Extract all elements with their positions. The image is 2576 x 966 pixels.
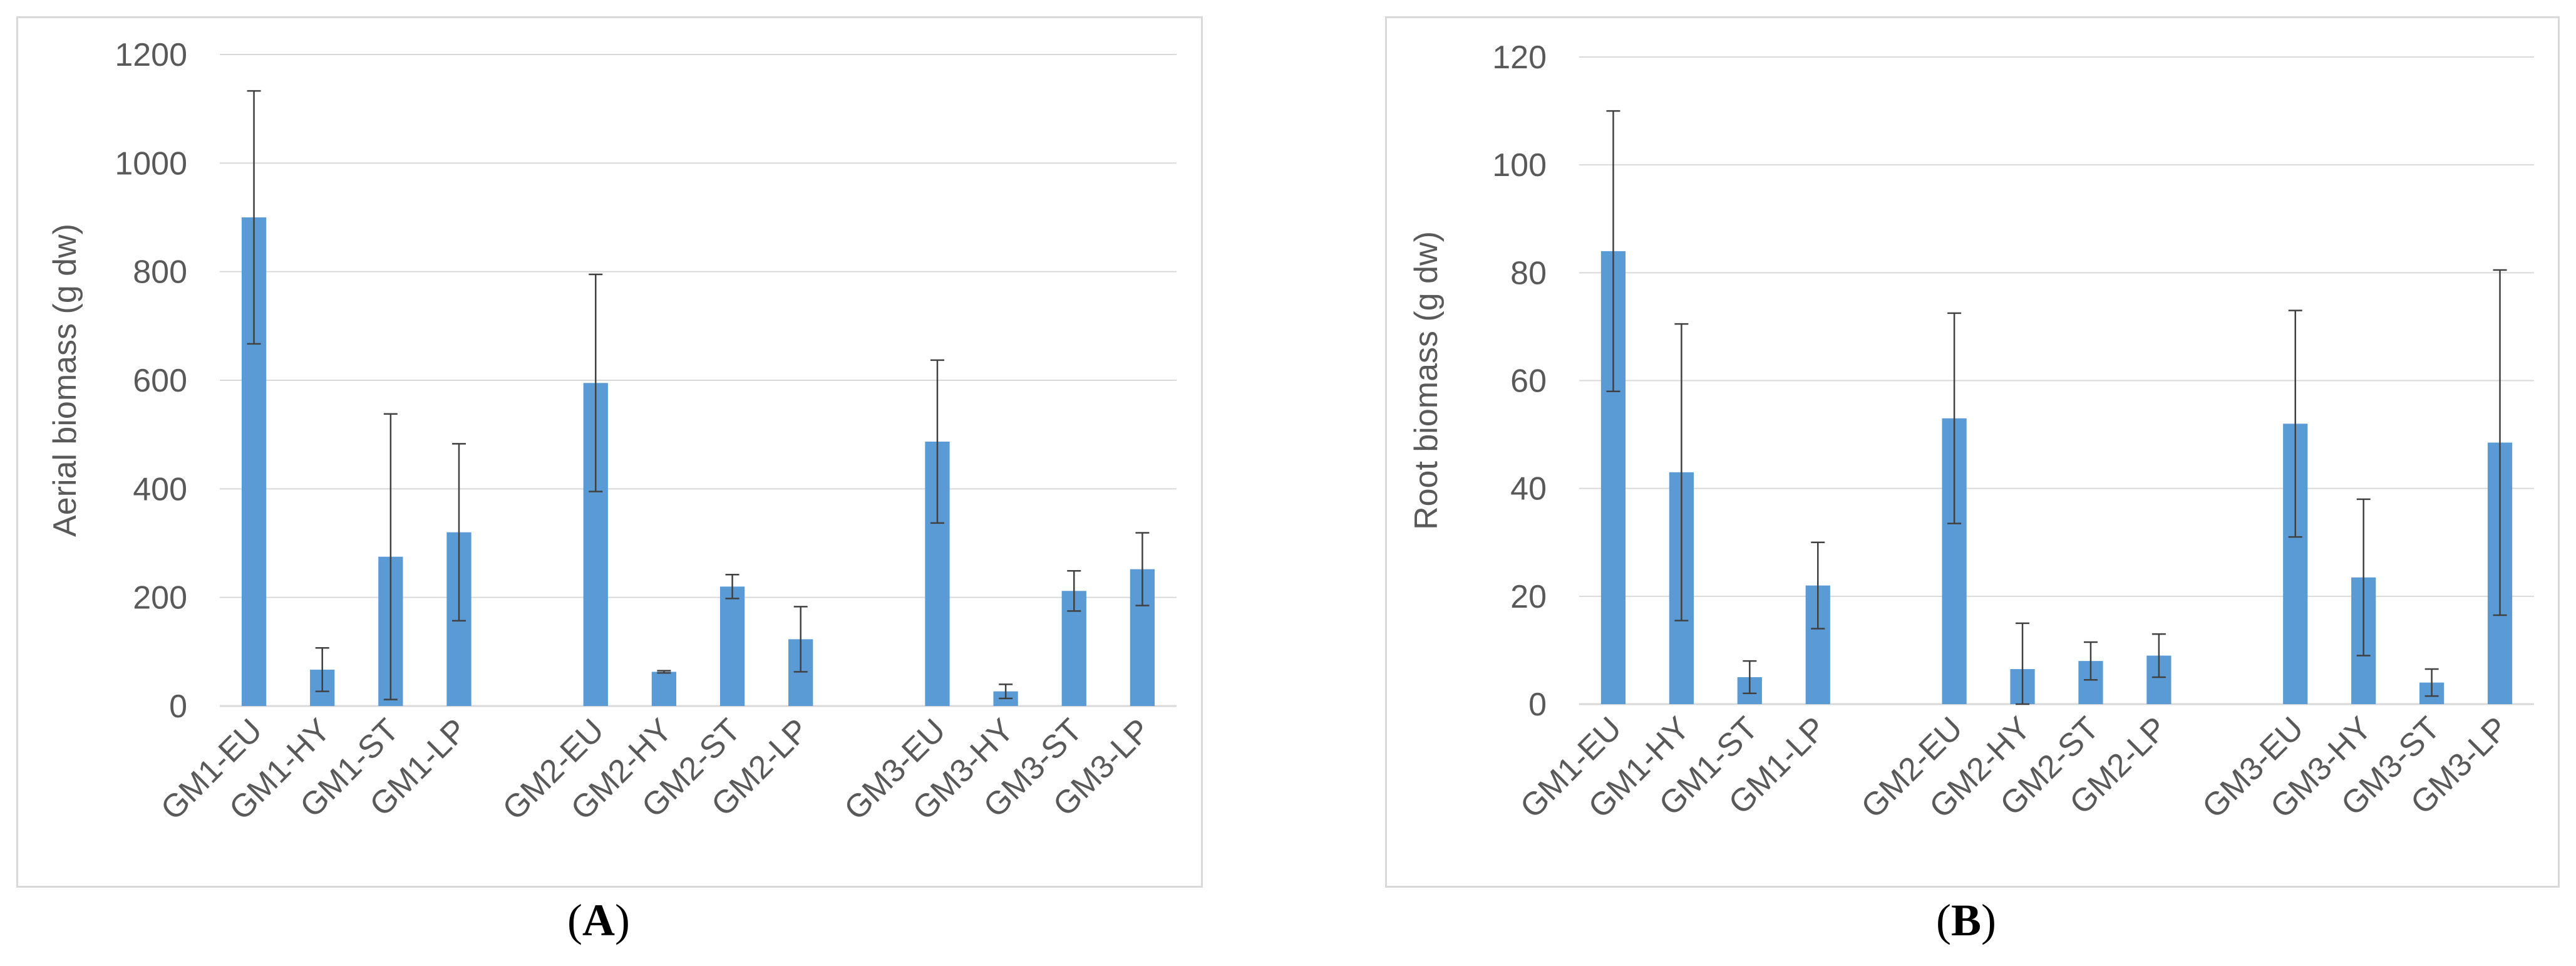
caption-a: (A) <box>567 895 630 947</box>
chart-a-y-tick-label: 800 <box>133 254 187 291</box>
chart-a-y-tick-label: 0 <box>169 688 187 725</box>
chart-b-y-tick-label: 40 <box>1510 471 1547 507</box>
chart-b-y-tick-label: 20 <box>1510 579 1547 615</box>
chart-a-y-tick-label: 400 <box>133 471 187 507</box>
caption-a-label: A <box>582 895 615 945</box>
chart-a-y-tick-label: 1200 <box>115 37 187 73</box>
chart-panel-a: 0 200 400 600 800 1000 1200 Aerial biomass (g d… <box>16 16 1203 888</box>
chart-b-y-axis-title: Root biomass (g dw) <box>1408 231 1445 530</box>
chart-a-y-tick-label: 600 <box>133 363 187 399</box>
chart-b-y-tick-label: 0 <box>1528 687 1547 723</box>
chart-a-y-tick-label: 1000 <box>115 145 187 182</box>
chart-a-bar <box>719 586 745 706</box>
chart-a-svg: 0 200 400 600 800 1000 1200 Aerial biomass (g d… <box>47 37 1177 827</box>
chart-b-y-tick-label: 120 <box>1492 39 1547 76</box>
caption-b: (B) <box>1936 895 1996 947</box>
chart-a-y-axis-title: Aerial biomass (g dw) <box>47 224 83 537</box>
chart-panel-b: 0 20 40 60 80 100 120 Root biomass (g dw) GM1-EU… <box>1385 16 2560 888</box>
caption-b-open: ( <box>1936 895 1951 945</box>
caption-a-close: ) <box>614 895 630 945</box>
caption-b-label: B <box>1950 895 1982 945</box>
chart-b-y-tick-label: 80 <box>1510 255 1547 291</box>
caption-a-open: ( <box>567 895 582 945</box>
chart-a-y-tick-label: 200 <box>133 580 187 616</box>
chart-b-y-tick-label: 60 <box>1510 363 1547 400</box>
chart-a-bar <box>651 672 677 706</box>
caption-b-close: ) <box>1981 895 1996 945</box>
chart-b-y-tick-label: 100 <box>1492 147 1547 184</box>
